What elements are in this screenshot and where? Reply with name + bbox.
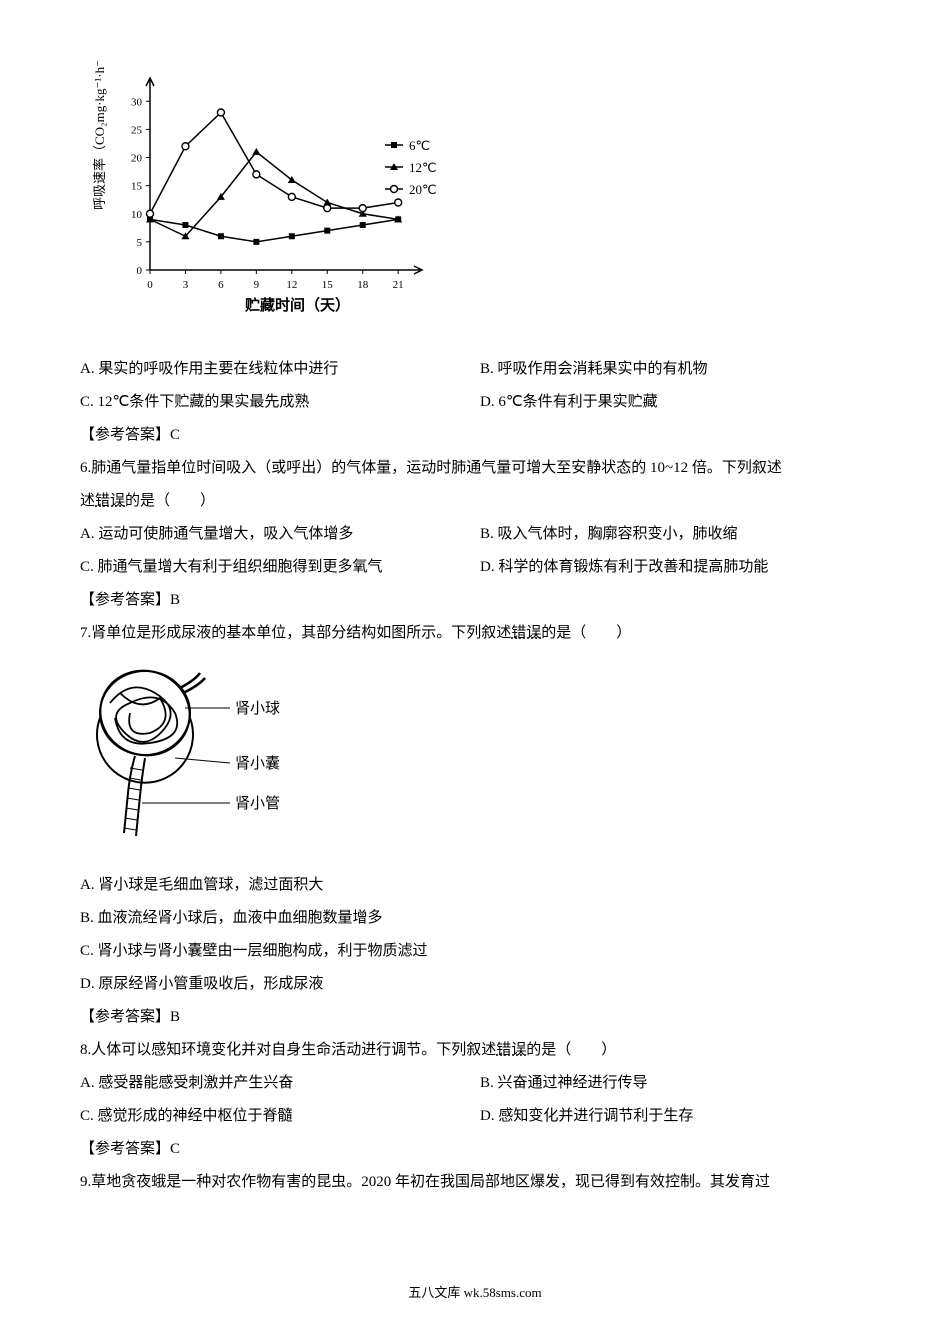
svg-text:0: 0	[147, 279, 153, 291]
q7-stem-pre: 7.肾单位是形成尿液的基本单位，其部分结构如图所示。下列叙述	[80, 625, 511, 641]
q8-options-row2: C. 感觉形成的神经中枢位于脊髓 D. 感知变化并进行调节利于生存	[80, 1100, 870, 1133]
q8-option-b: B. 兴奋通过神经进行传导	[480, 1067, 860, 1100]
q6-stem-pre: 述	[80, 493, 95, 509]
svg-text:12: 12	[286, 279, 297, 291]
svg-text:20℃: 20℃	[409, 182, 437, 197]
svg-text:3: 3	[183, 279, 189, 291]
chart-series	[146, 109, 402, 245]
renal-tubule-icon	[124, 756, 145, 836]
svg-text:12℃: 12℃	[409, 160, 437, 175]
diagram-label-glomerulus: 肾小球	[235, 700, 280, 717]
q6-stem-line1: 6.肺通气量指单位时间吸入（或呼出）的气体量，运动时肺通气量可增大至安静状态的 …	[80, 452, 870, 485]
nephron-diagram: 肾小球 肾小囊 肾小管	[80, 658, 870, 861]
q6-options-row1: A. 运动可使肺通气量增大，吸入气体增多 B. 吸入气体时，胸廓容积变小，肺收缩	[80, 518, 870, 551]
q6-option-b: B. 吸入气体时，胸廓容积变小，肺收缩	[480, 518, 860, 551]
nephron-svg: 肾小球 肾小囊 肾小管	[80, 658, 320, 848]
svg-text:5: 5	[137, 237, 143, 249]
svg-text:10: 10	[131, 209, 143, 221]
q8-option-d: D. 感知变化并进行调节利于生存	[480, 1100, 860, 1133]
q7-option-a: A. 肾小球是毛细血管球，滤过面积大	[80, 869, 870, 902]
q6-option-a: A. 运动可使肺通气量增大，吸入气体增多	[80, 518, 480, 551]
q7-option-b: B. 血液流经肾小球后，血液中血细胞数量增多	[80, 902, 870, 935]
svg-text:20: 20	[131, 153, 143, 165]
q5-answer: 【参考答案】C	[80, 419, 870, 452]
q8-answer: 【参考答案】C	[80, 1133, 870, 1166]
svg-text:6: 6	[218, 279, 224, 291]
q5-options-row1: A. 果实的呼吸作用主要在线粒体中进行 B. 呼吸作用会消耗果实中的有机物	[80, 353, 870, 386]
y-axis-label: 呼吸速率（CO₂mg·kg⁻¹·h⁻¹）	[92, 60, 107, 210]
q6-answer: 【参考答案】B	[80, 584, 870, 617]
bowmans-capsule-icon	[97, 718, 193, 783]
q5-option-c: C. 12℃条件下贮藏的果实最先成熟	[80, 386, 480, 419]
chart-legend: 6℃ 12℃ 20℃	[385, 138, 437, 197]
diagram-label-tubule: 肾小管	[235, 795, 280, 812]
q8-error-word: 错误	[496, 1042, 526, 1058]
q7-answer: 【参考答案】B	[80, 1001, 870, 1034]
q7-stem-post: 的是（ ）	[541, 625, 631, 641]
q5-options-row2: C. 12℃条件下贮藏的果实最先成熟 D. 6℃条件有利于果实贮藏	[80, 386, 870, 419]
svg-text:6℃: 6℃	[409, 138, 430, 153]
svg-text:0: 0	[137, 265, 143, 277]
x-ticks: 0 3 6 9 12 15 18 21	[147, 270, 403, 291]
svg-text:21: 21	[393, 279, 404, 291]
chart-svg: 呼吸速率（CO₂mg·kg⁻¹·h⁻¹） 0 3 6 9 12 15 18 21 0 5 10 15…	[90, 60, 470, 320]
q5-option-b: B. 呼吸作用会消耗果实中的有机物	[480, 353, 860, 386]
svg-text:15: 15	[322, 279, 334, 291]
q6-option-d: D. 科学的体育锻炼有利于改善和提高肺功能	[480, 551, 860, 584]
q8-stem-pre: 8.人体可以感知环境变化并对自身生命活动进行调节。下列叙述	[80, 1042, 496, 1058]
q8-option-a: A. 感受器能感受刺激并产生兴奋	[80, 1067, 480, 1100]
glomerulus-icon	[88, 658, 205, 768]
svg-text:25: 25	[131, 124, 143, 136]
q8-stem: 8.人体可以感知环境变化并对自身生命活动进行调节。下列叙述错误的是（ ）	[80, 1034, 870, 1067]
q7-options: A. 肾小球是毛细血管球，滤过面积大 B. 血液流经肾小球后，血液中血细胞数量增…	[80, 869, 870, 1001]
q6-stem-line2: 述错误的是（ ）	[80, 485, 870, 518]
q7-stem: 7.肾单位是形成尿液的基本单位，其部分结构如图所示。下列叙述错误的是（ ）	[80, 617, 870, 650]
page-footer: 五八文库 wk.58sms.com	[80, 1279, 870, 1308]
q6-option-c: C. 肺通气量增大有利于组织细胞得到更多氧气	[80, 551, 480, 584]
q5-option-a: A. 果实的呼吸作用主要在线粒体中进行	[80, 353, 480, 386]
q6-error-word: 错误	[95, 493, 125, 509]
diagram-label-capsule: 肾小囊	[235, 755, 280, 772]
q6-stem-post: 的是（ ）	[125, 493, 215, 509]
q5-option-d: D. 6℃条件有利于果实贮藏	[480, 386, 860, 419]
svg-text:18: 18	[357, 279, 369, 291]
q6-options-row2: C. 肺通气量增大有利于组织细胞得到更多氧气 D. 科学的体育锻炼有利于改善和提…	[80, 551, 870, 584]
q7-option-c: C. 肾小球与肾小囊壁由一层细胞构成，利于物质滤过	[80, 935, 870, 968]
q8-stem-post: 的是（ ）	[526, 1042, 616, 1058]
svg-text:15: 15	[131, 181, 143, 193]
q8-option-c: C. 感觉形成的神经中枢位于脊髓	[80, 1100, 480, 1133]
q9-stem: 9.草地贪夜蛾是一种对农作物有害的昆虫。2020 年初在我国局部地区爆发，现已得…	[80, 1166, 870, 1199]
q7-option-d: D. 原尿经肾小管重吸收后，形成尿液	[80, 968, 870, 1001]
respiration-chart: 呼吸速率（CO₂mg·kg⁻¹·h⁻¹） 0 3 6 9 12 15 18 21 0 5 10 15…	[90, 60, 870, 333]
q8-options-row1: A. 感受器能感受刺激并产生兴奋 B. 兴奋通过神经进行传导	[80, 1067, 870, 1100]
svg-text:9: 9	[254, 279, 260, 291]
x-axis-label: 贮藏时间（天）	[244, 296, 350, 314]
y-ticks: 0 5 10 15 20 25 30	[131, 96, 150, 277]
svg-text:30: 30	[131, 96, 143, 108]
q7-error-word: 错误	[511, 625, 541, 641]
